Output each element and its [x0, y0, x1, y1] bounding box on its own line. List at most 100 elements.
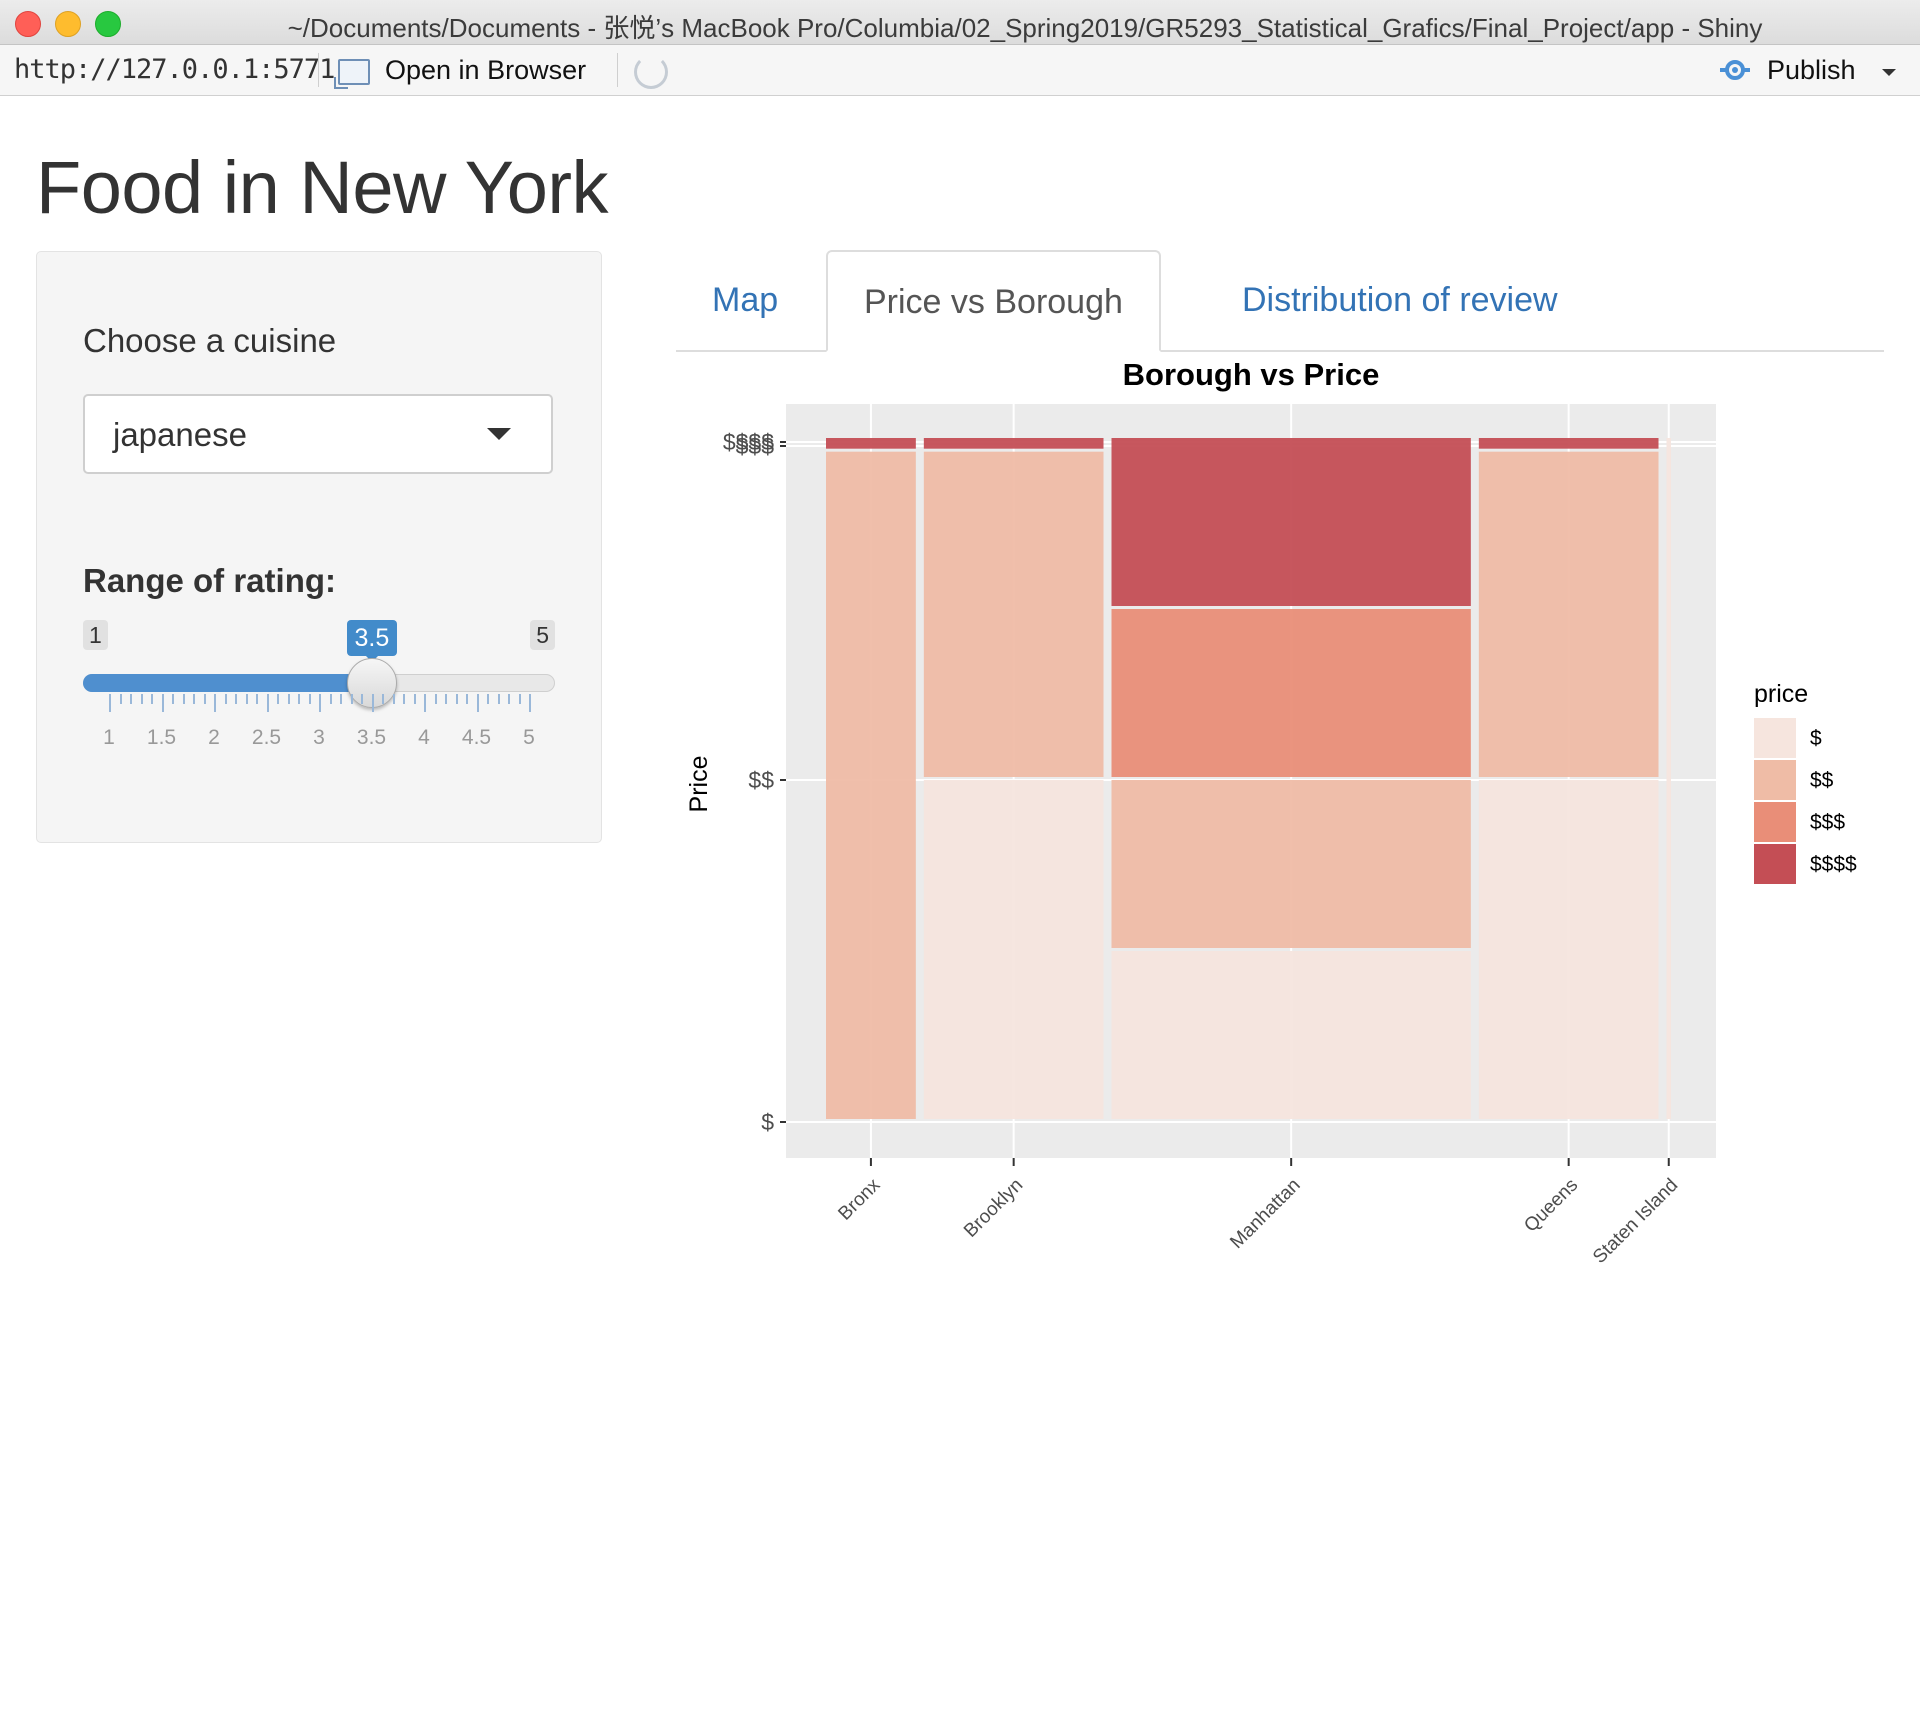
rating-slider[interactable]: 1 5 3.5 1 1.5 2 2.5 3 3.5 4 4.5 5	[83, 614, 555, 764]
cuisine-select[interactable]: japanese	[83, 394, 553, 474]
plot-area: $$$$$$$$$$Bronx Brooklyn Manhattan Queens St…	[723, 404, 1716, 1268]
page-title: Food in New York	[36, 146, 609, 229]
slider-tick	[182, 694, 185, 704]
mosaic-tile	[1111, 780, 1471, 948]
slider-tick	[130, 694, 132, 704]
slider-value-label: 3.5	[346, 620, 398, 662]
slider-tick	[193, 694, 195, 704]
slider-tick	[340, 694, 342, 704]
slider-tick	[308, 694, 311, 704]
slider-tick	[319, 694, 321, 712]
mosaic-tile	[923, 438, 1104, 449]
publish-icon	[1720, 60, 1750, 80]
tab-price-vs-borough[interactable]: Price vs Borough	[826, 250, 1161, 352]
tab-bar: Map Price vs Borough Distribution of rev…	[676, 250, 1884, 352]
tab-distribution-of-review[interactable]: Distribution of review	[1242, 281, 1558, 319]
y-tick-label: $$$$	[723, 429, 774, 455]
x-tick-label: Staten Island	[1589, 1175, 1682, 1268]
legend-label: $	[1810, 727, 1822, 750]
slider-grid-label: 4.5	[461, 726, 492, 749]
slider-grid-label: 2.5	[251, 726, 282, 749]
slider-tick	[256, 694, 258, 704]
close-window-button[interactable]	[15, 11, 41, 37]
slider-tick	[350, 694, 353, 704]
mosaic-tile	[1478, 451, 1659, 777]
slider-tick	[424, 694, 426, 712]
legend-label: $$	[1810, 769, 1834, 792]
minimize-window-button[interactable]	[55, 11, 81, 37]
slider-tick	[266, 694, 269, 712]
slider-tick	[172, 694, 174, 704]
slider-tick	[529, 694, 531, 712]
slider-tick	[298, 694, 300, 704]
slider-tick	[476, 694, 479, 712]
slider-tick	[245, 694, 248, 704]
x-tick-label: Manhattan	[1226, 1175, 1304, 1253]
toolbar-divider	[318, 53, 319, 87]
slider-tick	[455, 694, 458, 704]
legend-title: price	[1754, 680, 1808, 708]
mosaic-chart-svg: Borough vs Price $$$$$$$$$$Bronx Brooklyn…	[685, 357, 1857, 1268]
slider-tick	[203, 694, 206, 704]
legend-label: $$$$	[1810, 853, 1857, 876]
slider-tick	[224, 694, 227, 704]
slider-tick	[403, 694, 405, 704]
mosaic-tile	[1111, 609, 1471, 777]
slider-tick	[119, 694, 122, 704]
slider-tick	[497, 694, 500, 704]
refresh-icon[interactable]	[634, 55, 668, 89]
slider-grid-label: 3	[313, 726, 325, 749]
legend-label: $$$	[1810, 811, 1845, 834]
chart-title: Borough vs Price	[1123, 357, 1380, 392]
slider-tick	[466, 694, 468, 704]
url-display[interactable]: http://127.0.0.1:5771	[14, 54, 335, 85]
slider-tick	[214, 694, 216, 712]
y-tick-label: $$$	[736, 433, 775, 459]
sidebar-panel: Choose a cuisine japanese Range of ratin…	[36, 251, 602, 843]
open-in-browser-label: Open in Browser	[385, 55, 587, 85]
mosaic-tile	[1478, 780, 1659, 1119]
slider-tick	[361, 694, 363, 704]
cuisine-label: Choose a cuisine	[83, 322, 337, 359]
window-title-bar: ~/Documents/Documents - 张悦’s MacBook Pro…	[0, 0, 1920, 45]
slider-grid-label: 5	[523, 726, 535, 749]
x-tick-label: Queens	[1520, 1175, 1582, 1237]
x-tick-label: Bronx	[835, 1174, 885, 1224]
publish-dropdown-icon[interactable]	[1882, 69, 1896, 76]
maximize-window-button[interactable]	[95, 11, 121, 37]
x-tick-label: Brooklyn	[960, 1175, 1027, 1242]
slider-grid-label: 3.5	[356, 726, 387, 749]
toolbar-divider	[617, 53, 618, 87]
mosaic-tile	[826, 438, 916, 449]
mosaic-tile	[826, 451, 916, 1119]
mosaic-tile	[1111, 951, 1471, 1119]
slider-tick	[371, 694, 374, 712]
tab-map[interactable]: Map	[712, 281, 779, 319]
publish-label: Publish	[1767, 55, 1856, 85]
slider-tick	[161, 694, 164, 712]
slider-tick	[329, 694, 332, 704]
y-axis-title: Price	[685, 756, 713, 813]
window-title: ~/Documents/Documents - 张悦’s MacBook Pro…	[287, 13, 1763, 43]
slider-fill	[83, 674, 372, 692]
viewer-toolbar: http://127.0.0.1:5771 Open in Browser Pu…	[0, 45, 1920, 96]
legend: price$$$$$$$$$$	[1754, 680, 1857, 884]
rating-label: Range of rating:	[83, 562, 336, 599]
slider-tick	[434, 694, 437, 704]
slider-tick	[413, 694, 416, 704]
slider-tick	[277, 694, 279, 704]
slider-tick	[382, 694, 384, 704]
slider-tick	[235, 694, 237, 704]
mosaic-tile	[1478, 438, 1659, 449]
slider-tick	[487, 694, 489, 704]
legend-swatch	[1754, 802, 1796, 842]
mosaic-chart: Borough vs Price $ $$ $$$ $$$$ Bronx Brooklyn…	[676, 352, 1884, 1292]
legend-swatch	[1754, 844, 1796, 884]
slider-tick	[109, 694, 111, 712]
slider-tick	[287, 694, 290, 704]
slider-tick	[140, 694, 143, 704]
slider-grid-label: 1.5	[146, 726, 177, 749]
slider-min-label: 1	[83, 620, 108, 650]
slider-tick	[445, 694, 447, 704]
mosaic-tile	[1666, 438, 1671, 1119]
